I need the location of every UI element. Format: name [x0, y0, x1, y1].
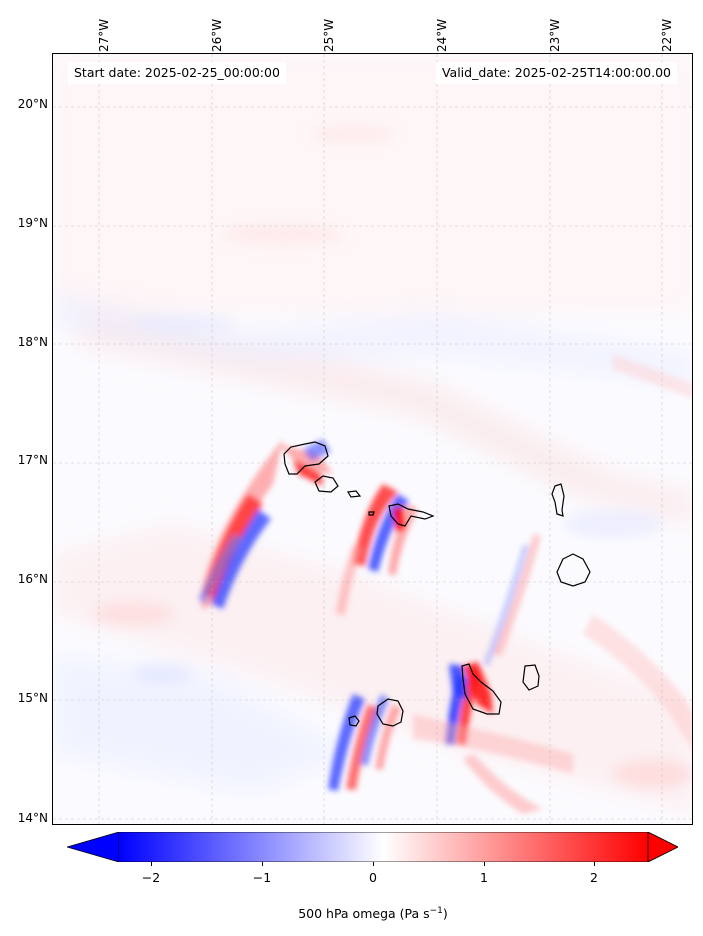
colorbar-label-exponent: −1	[429, 906, 443, 916]
island-santo-antao	[283, 441, 329, 475]
lat-label: 15°N	[17, 691, 48, 705]
colorbar-label-text: 500 hPa omega (Pa s	[298, 906, 430, 922]
omega-field-map	[53, 54, 692, 824]
lon-label: 25°W	[322, 18, 336, 52]
colorbar-tick-label: 1	[480, 870, 488, 885]
colorbar-body	[119, 832, 648, 862]
colorbar-label-suffix: )	[442, 906, 448, 922]
gridlines	[53, 54, 692, 824]
colorbar-tick-label: −1	[252, 870, 272, 885]
island-brava	[348, 715, 360, 727]
colorbar-tick-label: −2	[141, 870, 161, 885]
lat-label: 17°N	[17, 453, 48, 467]
colorbar-tick-label: 2	[590, 870, 598, 885]
island-sal	[551, 483, 565, 517]
latitude-axis: 20°N 19°N 18°N 17°N 16°N 15°N 14°N	[0, 0, 48, 936]
lon-label: 27°W	[97, 18, 111, 52]
lat-label: 19°N	[17, 216, 48, 230]
island-santa-luzia	[347, 490, 362, 498]
island-santiago	[461, 663, 502, 715]
wave-features	[198, 354, 692, 814]
island-coastlines	[283, 441, 591, 727]
lon-label: 26°W	[210, 18, 224, 52]
start-date-label: Start date: 2025-02-25_00:00:00	[68, 62, 286, 84]
colorbar-extend-high	[647, 832, 678, 862]
colorbar-tick-label: 0	[369, 870, 377, 885]
island-sao-vicente	[314, 475, 339, 493]
lat-label: 16°N	[17, 572, 48, 586]
lat-label: 20°N	[17, 97, 48, 111]
colorbar-label: 500 hPa omega (Pa s−1)	[0, 906, 703, 921]
lon-label: 23°W	[548, 18, 562, 52]
island-fogo	[376, 698, 404, 727]
island-small-rock	[368, 511, 375, 516]
island-maio	[522, 664, 540, 691]
lat-label: 18°N	[17, 335, 48, 349]
map-plot-area	[52, 53, 693, 825]
lat-label: 14°N	[17, 811, 48, 825]
lon-label: 22°W	[660, 18, 674, 52]
small-scale-noise	[93, 126, 692, 788]
colorbar	[67, 832, 678, 862]
island-boa-vista	[556, 553, 591, 587]
island-sao-nicolau	[388, 503, 435, 527]
lon-label: 24°W	[435, 18, 449, 52]
colorbar-extend-low	[67, 832, 120, 862]
valid-date-label: Valid_date: 2025-02-25T14:00:00.00	[435, 62, 677, 84]
